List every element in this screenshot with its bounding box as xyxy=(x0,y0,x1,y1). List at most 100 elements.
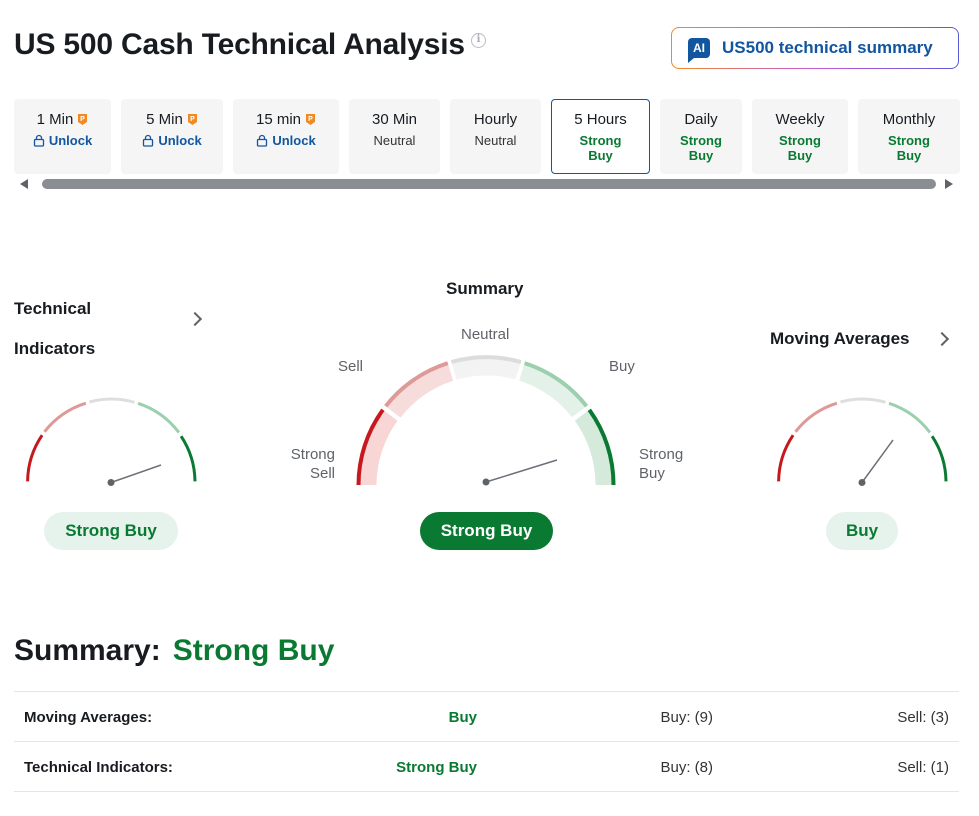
svg-text:P: P xyxy=(81,116,86,123)
summary-gauge-heading: Summary xyxy=(446,279,524,298)
gauge-label-strong-sell: Strong Sell xyxy=(287,445,335,483)
tab-15-min[interactable]: 15 min P Unlock xyxy=(233,99,339,174)
timeframe-tabs: 1 Min P Unlock 5 Min P Unlock 15 min P U… xyxy=(14,99,960,174)
summary-title: Summary: Strong Buy xyxy=(14,634,334,668)
tab-status: Strong Buy xyxy=(680,133,722,163)
moving-averages-heading[interactable]: Moving Averages xyxy=(770,329,910,348)
gauge-sell-arc xyxy=(43,401,87,433)
row-sell-count: Sell: (1) xyxy=(897,759,949,776)
technical-indicators-heading[interactable]: Technical Indicators xyxy=(14,289,95,369)
lock-icon xyxy=(143,134,154,147)
row-value: Strong Buy xyxy=(396,759,477,776)
chevron-right-icon[interactable] xyxy=(187,311,203,327)
tab-hourly[interactable]: Hourly Neutral xyxy=(450,99,541,174)
tab-status: Strong Buy xyxy=(579,133,622,163)
ai-badge-icon: AI xyxy=(688,38,710,63)
row-sell-count: Sell: (3) xyxy=(897,709,949,726)
svg-text:P: P xyxy=(190,116,195,123)
gauge-sell-band xyxy=(385,363,454,418)
ai-button-label: US500 technical summary xyxy=(722,38,933,57)
gauge-needle xyxy=(485,459,558,483)
lock-icon xyxy=(33,134,44,147)
tabs-scrollbar[interactable] xyxy=(14,176,959,192)
tab-label: 1 Min xyxy=(36,111,74,128)
gauge-strong-sell-arc xyxy=(26,434,44,482)
gauge-strong-buy-band xyxy=(574,409,614,485)
gauge-buy-arc xyxy=(888,401,932,434)
pro-icon: P xyxy=(306,114,316,125)
gauge-neutral-band xyxy=(451,357,521,380)
gauge-sell-arc xyxy=(794,401,838,433)
gauge-pivot xyxy=(107,479,115,486)
row-buy-count: Buy: (9) xyxy=(660,709,713,726)
ai-technical-summary-button[interactable]: AI US500 technical summary xyxy=(671,27,959,69)
tab-monthly[interactable]: Monthly Strong Buy xyxy=(858,99,960,174)
moving-averages-result-pill: Buy xyxy=(826,512,898,550)
tab-status: Neutral xyxy=(373,133,416,148)
tab-label: Monthly xyxy=(882,111,936,128)
gauge-strong-buy-arc xyxy=(930,435,948,482)
gauge-neutral-arc xyxy=(89,397,135,404)
tab-label: 15 min xyxy=(255,111,302,128)
gauge-strong-sell-band xyxy=(358,409,398,485)
tab-5-min[interactable]: 5 Min P Unlock xyxy=(121,99,223,174)
tab-5-hours[interactable]: 5 Hours Strong Buy xyxy=(551,99,650,174)
technical-result-pill: Strong Buy xyxy=(44,512,178,550)
gauge-sell-arc xyxy=(384,361,449,408)
pro-icon: P xyxy=(78,114,88,125)
table-row: Moving Averages: Buy Buy: (9) Sell: (3) xyxy=(14,692,959,742)
gauge-label-strong-buy-line2: Buy xyxy=(639,465,665,482)
page-title-text: US 500 Cash Technical Analysis xyxy=(14,28,465,61)
gauge-buy-arc xyxy=(137,401,181,434)
tab-label: 5 Hours xyxy=(574,111,627,128)
gauge-neutral-arc xyxy=(840,397,886,404)
tab-label: Hourly xyxy=(473,111,518,128)
gauge-buy-band xyxy=(519,363,587,418)
tab-weekly[interactable]: Weekly Strong Buy xyxy=(752,99,848,174)
row-name: Technical Indicators: xyxy=(24,759,173,776)
scroll-right-arrow[interactable] xyxy=(945,179,953,189)
gauge-neutral-arc xyxy=(450,355,522,365)
tab-label: Daily xyxy=(684,111,718,128)
gauge-strong-buy-arc xyxy=(587,408,616,486)
unlock-link[interactable]: Unlock xyxy=(272,133,316,148)
gauge-label-neutral: Neutral xyxy=(461,326,510,343)
technical-heading-line1: Technical xyxy=(14,299,92,318)
pro-icon: P xyxy=(187,114,197,125)
page-title: US 500 Cash Technical Analysis i xyxy=(14,28,486,62)
tab-status: Neutral xyxy=(474,133,517,148)
gauge-label-strong-sell-line1: Strong xyxy=(290,446,335,463)
gauge-buy-arc xyxy=(523,361,589,408)
info-icon[interactable]: i xyxy=(470,33,486,48)
tab-label: 30 Min xyxy=(371,111,418,128)
technical-indicators-gauge xyxy=(26,397,197,486)
scroll-left-arrow[interactable] xyxy=(20,179,28,189)
scroll-thumb[interactable] xyxy=(42,179,936,189)
row-name: Moving Averages: xyxy=(24,709,153,726)
moving-averages-gauge xyxy=(777,397,948,486)
tab-daily[interactable]: Daily Strong Buy xyxy=(660,99,742,174)
tab-label: Weekly xyxy=(775,111,825,128)
summary-result-pill: Strong Buy xyxy=(420,512,553,550)
row-buy-count: Buy: (8) xyxy=(660,759,713,776)
chevron-right-icon[interactable] xyxy=(934,331,950,347)
gauge-label-strong-buy-line1: Strong xyxy=(639,446,684,463)
gauge-strong-sell-arc xyxy=(356,408,385,486)
tab-status: Strong Buy xyxy=(888,133,930,163)
gauge-label-sell: Sell xyxy=(338,358,364,375)
summary-label: Summary: xyxy=(14,634,161,667)
tab-30-min[interactable]: 30 Min Neutral xyxy=(349,99,440,174)
summary-gauge xyxy=(356,355,616,486)
gauge-strong-sell-arc xyxy=(777,434,795,482)
gauge-needle xyxy=(861,439,894,483)
unlock-link[interactable]: Unlock xyxy=(48,133,93,148)
svg-text:P: P xyxy=(308,116,313,123)
table-row: Technical Indicators: Strong Buy Buy: (8… xyxy=(14,742,959,792)
lock-icon xyxy=(257,134,268,147)
gauge-label-strong-buy: Strong Buy xyxy=(639,445,683,483)
gauge-strong-buy-arc xyxy=(179,435,197,482)
gauge-pivot xyxy=(482,478,490,486)
technical-heading-line2: Indicators xyxy=(14,339,96,358)
tab-1-min[interactable]: 1 Min P Unlock xyxy=(14,99,111,174)
unlock-link[interactable]: Unlock xyxy=(158,133,202,148)
